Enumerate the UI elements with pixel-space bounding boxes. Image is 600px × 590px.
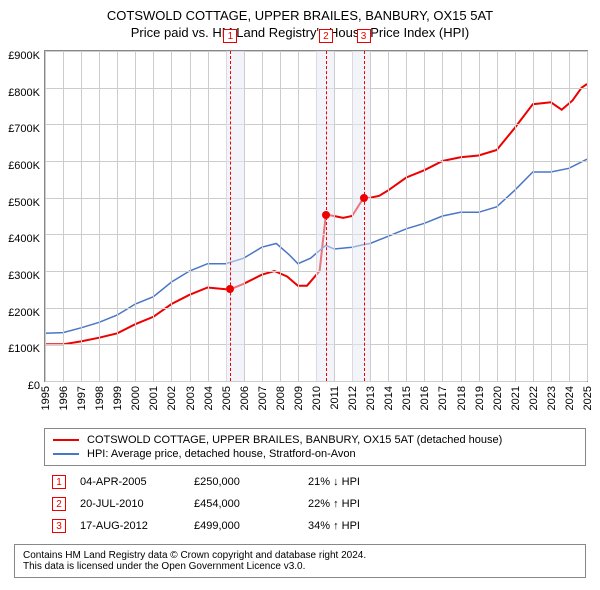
x-tick-label: 2009 [293,386,305,410]
event-price: £499,000 [188,516,300,536]
event-row: 1 04-APR-2005 £250,000 21% ↓ HPI [46,472,366,492]
legend-item-hpi: HPI: Average price, detached house, Stra… [53,447,577,461]
x-tick-label: 2005 [221,386,233,410]
y-tick-label: £800K [8,87,40,99]
footer: Contains HM Land Registry data © Crown c… [14,544,586,578]
x-axis-ticks: 1995199619971998199920002001200220032004… [44,382,586,422]
chart-titles: COTSWOLD COTTAGE, UPPER BRAILES, BANBURY… [0,0,600,44]
x-tick-label: 2018 [456,386,468,410]
highlight-band [352,51,370,381]
event-marker-icon: 1 [223,29,237,43]
footer-line1: Contains HM Land Registry data © Crown c… [23,550,577,561]
event-delta: 21% ↓ HPI [302,472,366,492]
x-tick-label: 2003 [185,386,197,410]
event-marker-icon: 3 [357,29,371,43]
y-tick-label: £600K [8,160,40,172]
x-tick-label: 2002 [166,386,178,410]
x-tick-label: 2000 [130,386,142,410]
legend: COTSWOLD COTTAGE, UPPER BRAILES, BANBURY… [44,428,586,466]
event-line [230,51,231,381]
y-tick-label: £300K [8,270,40,282]
event-row: 2 20-JUL-2010 £454,000 22% ↑ HPI [46,494,366,514]
events-table: 1 04-APR-2005 £250,000 21% ↓ HPI 2 20-JU… [44,470,368,538]
event-price: £454,000 [188,494,300,514]
x-tick-label: 2007 [257,386,269,410]
x-tick-label: 2012 [347,386,359,410]
x-tick-label: 2025 [582,386,594,410]
legend-swatch-property [53,439,79,441]
legend-item-property: COTSWOLD COTTAGE, UPPER BRAILES, BANBURY… [53,433,577,447]
y-tick-label: £700K [8,123,40,135]
x-tick-label: 1997 [76,386,88,410]
series-marker [360,194,368,202]
y-tick-label: £0 [28,380,40,392]
y-tick-label: £200K [8,307,40,319]
x-tick-label: 2021 [510,386,522,410]
y-tick-label: £400K [8,233,40,245]
chart-title: COTSWOLD COTTAGE, UPPER BRAILES, BANBURY… [10,8,590,23]
x-tick-label: 2004 [203,386,215,410]
x-tick-label: 1996 [58,386,70,410]
x-tick-label: 2008 [275,386,287,410]
footer-line2: This data is licensed under the Open Gov… [23,561,577,572]
legend-label-hpi: HPI: Average price, detached house, Stra… [87,448,356,460]
x-tick-label: 2016 [419,386,431,410]
x-tick-label: 2024 [564,386,576,410]
event-date: 17-AUG-2012 [74,516,186,536]
x-tick-label: 1998 [94,386,106,410]
x-tick-label: 2010 [311,386,323,410]
series-marker [322,211,330,219]
event-price: £250,000 [188,472,300,492]
x-tick-label: 1995 [40,386,52,410]
x-tick-label: 2014 [383,386,395,410]
event-date: 20-JUL-2010 [74,494,186,514]
x-tick-label: 2001 [148,386,160,410]
plot-area: 123 [44,50,588,382]
x-tick-label: 2023 [546,386,558,410]
legend-swatch-hpi [53,453,79,455]
event-marker-icon: 1 [52,475,66,489]
x-tick-label: 2017 [437,386,449,410]
event-line [364,51,365,381]
highlight-band [226,51,244,381]
x-tick-label: 2013 [365,386,377,410]
x-tick-label: 1999 [112,386,124,410]
plot-outer: £0£100K£200K£300K£400K£500K£600K£700K£80… [0,50,600,382]
series-marker [226,285,234,293]
x-tick-label: 2015 [401,386,413,410]
event-marker-icon: 2 [52,497,66,511]
x-tick-label: 2020 [492,386,504,410]
event-marker-icon: 2 [319,29,333,43]
event-marker-icon: 3 [52,519,66,533]
event-row: 3 17-AUG-2012 £499,000 34% ↑ HPI [46,516,366,536]
event-delta: 22% ↑ HPI [302,494,366,514]
x-tick-label: 2006 [239,386,251,410]
y-tick-label: £500K [8,197,40,209]
chart-container: COTSWOLD COTTAGE, UPPER BRAILES, BANBURY… [0,0,600,578]
x-tick-label: 2019 [474,386,486,410]
y-tick-label: £100K [8,343,40,355]
y-tick-label: £900K [8,50,40,62]
chart-subtitle: Price paid vs. HM Land Registry's House … [10,25,590,40]
event-date: 04-APR-2005 [74,472,186,492]
y-axis-ticks: £0£100K£200K£300K£400K£500K£600K£700K£80… [0,56,44,386]
event-delta: 34% ↑ HPI [302,516,366,536]
x-tick-label: 2011 [329,386,341,410]
x-tick-label: 2022 [528,386,540,410]
legend-label-property: COTSWOLD COTTAGE, UPPER BRAILES, BANBURY… [87,434,502,446]
